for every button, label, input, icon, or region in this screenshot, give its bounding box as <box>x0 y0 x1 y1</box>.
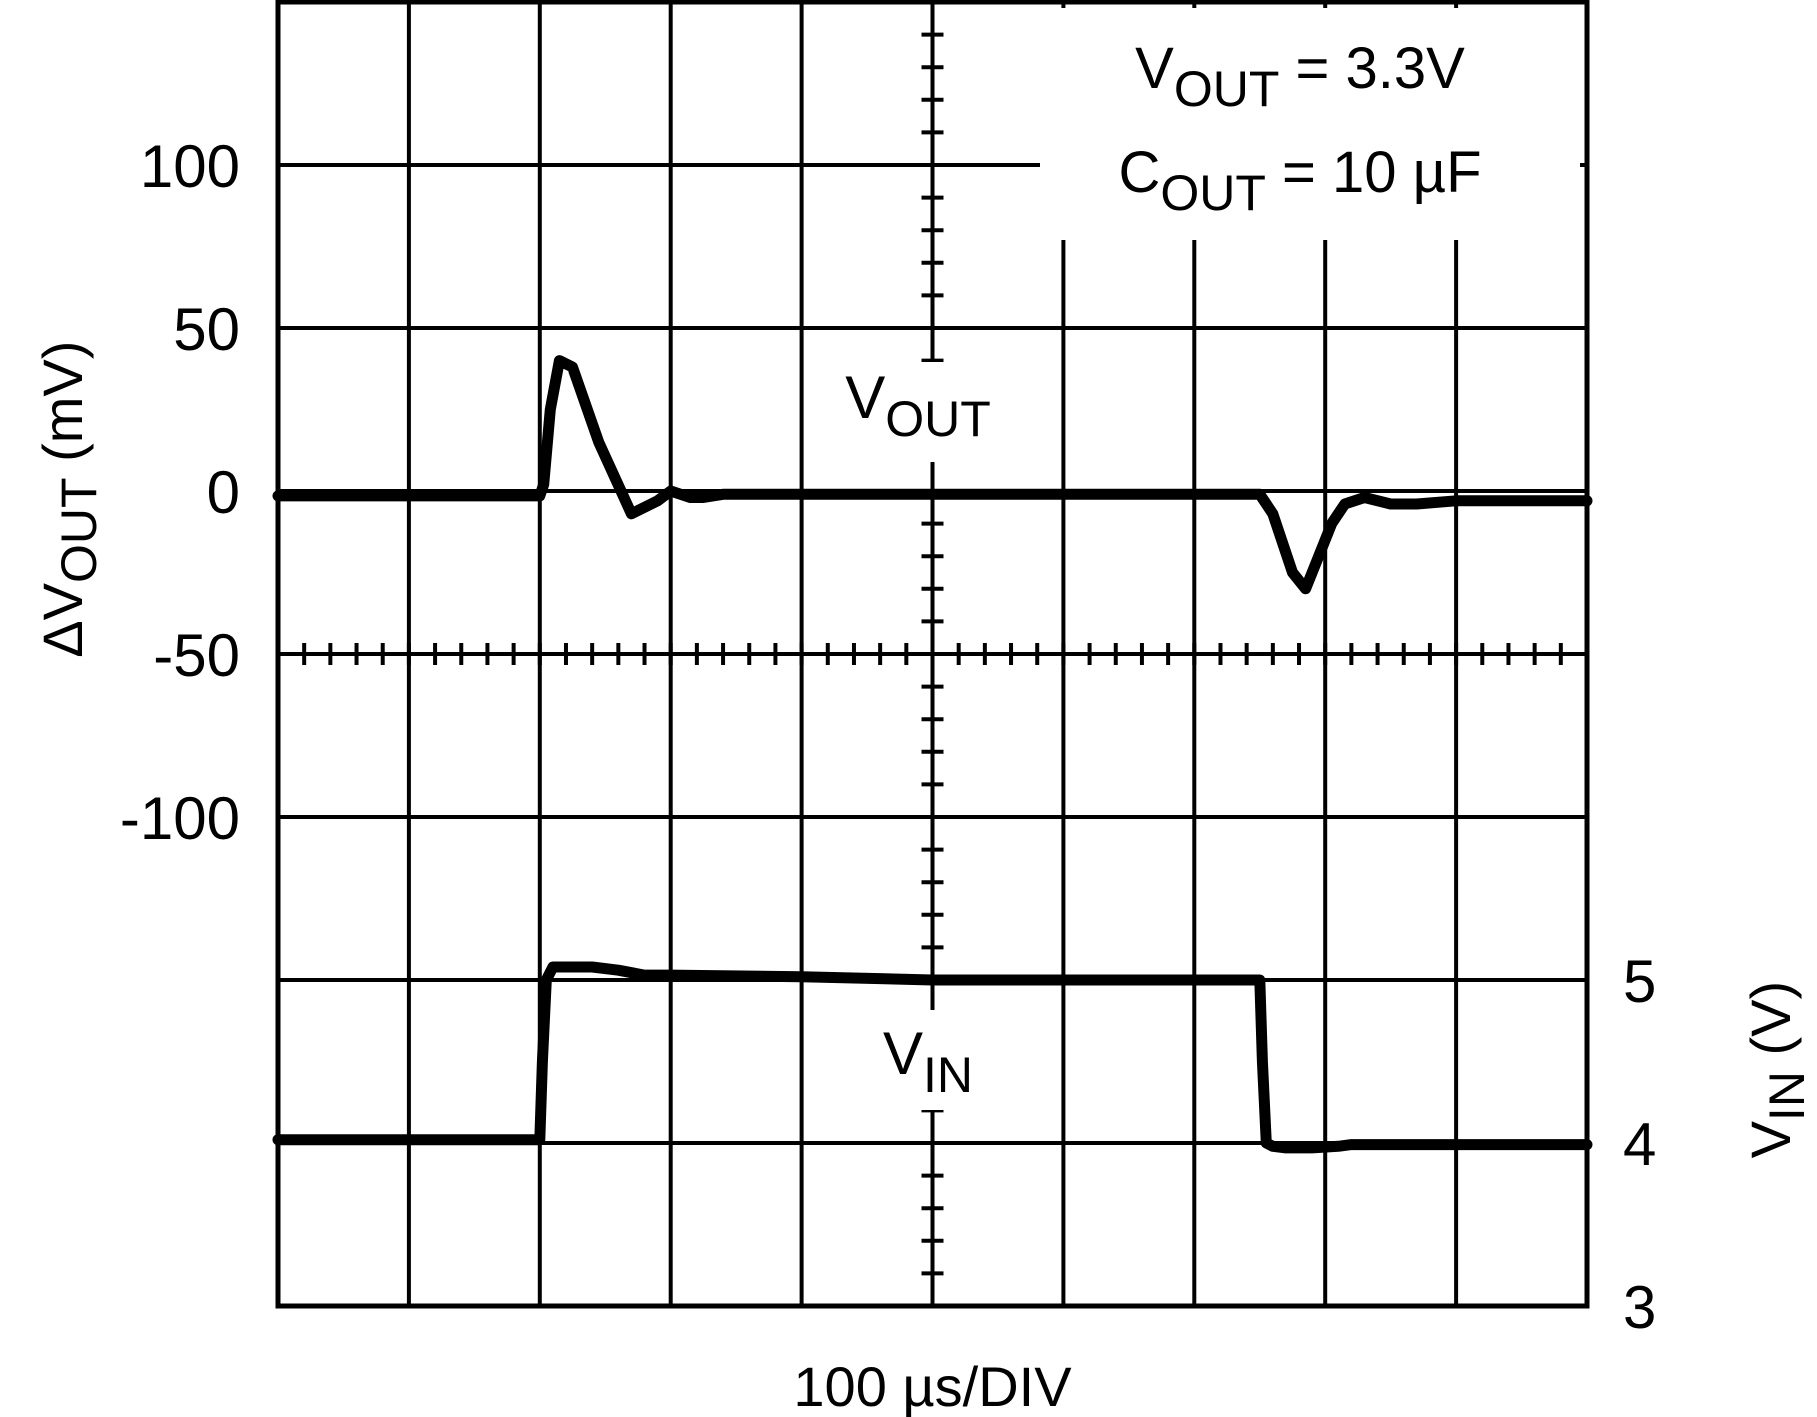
right-axis-tick-labels: 5 4 3 <box>1623 948 1656 1341</box>
left-axis-title: ΔVOUT (mV) <box>31 341 107 658</box>
left-tick-label: 100 <box>140 133 240 200</box>
series-label-vout: VOUT <box>845 364 991 447</box>
left-tick-label: -50 <box>153 622 240 689</box>
traces <box>272 355 1593 1154</box>
trace-vout <box>272 355 1593 595</box>
plot-frame <box>275 0 1590 1309</box>
center-axis-ticks <box>276 0 1589 1308</box>
annotation-cout: COUT = 10 µF <box>1118 140 1481 221</box>
series-label-vout-background <box>835 362 1035 462</box>
right-tick-label: 4 <box>1623 1111 1656 1178</box>
left-tick-label: 50 <box>173 296 240 363</box>
right-tick-label: 3 <box>1623 1274 1656 1341</box>
series-label-vin: VIN <box>883 1020 973 1103</box>
left-tick-label: -100 <box>120 785 240 852</box>
annotation-background <box>1040 8 1580 240</box>
series-label-vin-background <box>865 1010 1005 1110</box>
trace-vin <box>272 961 1593 1154</box>
right-axis-title: VIN (V) <box>1739 981 1815 1159</box>
x-axis-title: 100 µs/DIV <box>793 1355 1072 1417</box>
left-tick-label: 0 <box>207 459 240 526</box>
annotation-vout: VOUT = 3.3V <box>1135 36 1465 117</box>
right-tick-label: 5 <box>1623 948 1656 1015</box>
left-axis-tick-labels: 100 50 0 -50 -100 <box>120 133 240 852</box>
